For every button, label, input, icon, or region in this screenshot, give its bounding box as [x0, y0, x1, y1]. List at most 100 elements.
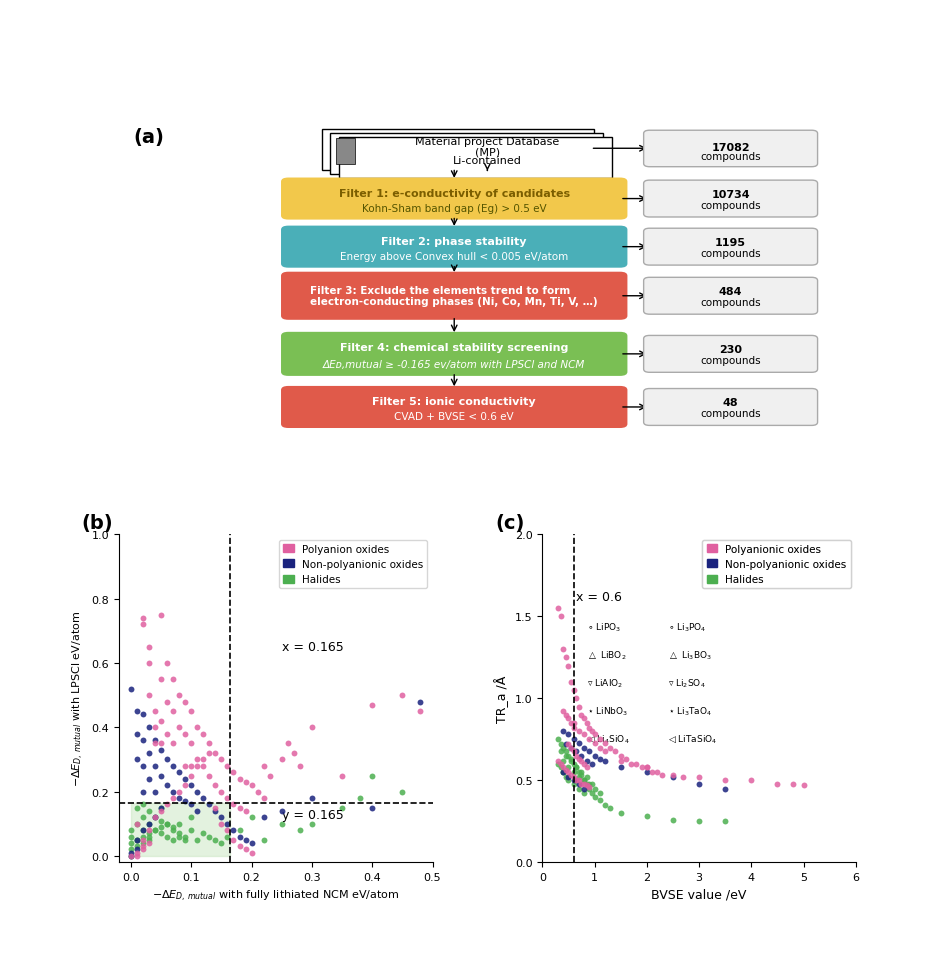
Point	[171, 765, 186, 780]
Point	[171, 816, 186, 831]
Point	[129, 800, 145, 816]
Point	[171, 784, 186, 799]
Point	[335, 768, 350, 784]
Point	[286, 745, 301, 761]
Point	[189, 832, 204, 848]
Point	[153, 713, 168, 729]
Point	[238, 842, 253, 858]
Point	[135, 828, 150, 844]
Point	[573, 765, 589, 780]
Point	[555, 765, 571, 780]
Point	[563, 674, 578, 690]
Point	[256, 791, 271, 806]
Point	[572, 765, 587, 780]
Text: Filter 3: Exclude the elements trend to form
electron-conducting phases (Ni, Co,: Filter 3: Exclude the elements trend to …	[310, 285, 598, 307]
Point	[189, 759, 204, 774]
Point	[566, 743, 581, 759]
Point	[364, 768, 379, 784]
Point	[413, 703, 428, 719]
Point	[135, 823, 150, 838]
Point	[244, 835, 260, 851]
Point	[147, 810, 163, 826]
Text: 17082: 17082	[711, 142, 750, 152]
Point	[207, 777, 223, 793]
Point	[551, 732, 566, 747]
Point	[147, 759, 163, 774]
Point	[572, 781, 587, 797]
Point	[184, 703, 199, 719]
Point	[220, 759, 235, 774]
Text: Filter 5: ionic conductivity: Filter 5: ionic conductivity	[373, 396, 536, 407]
Point	[153, 813, 168, 828]
Point	[250, 784, 265, 799]
Point	[225, 765, 241, 780]
Point	[184, 777, 199, 793]
Point	[666, 769, 681, 785]
FancyBboxPatch shape	[321, 130, 594, 171]
Point	[160, 726, 175, 741]
Point	[563, 753, 578, 768]
Point	[165, 823, 181, 838]
Point	[634, 760, 650, 775]
Point	[584, 724, 599, 739]
Point	[304, 791, 320, 806]
Point	[569, 691, 584, 706]
Point	[566, 732, 581, 747]
Point	[202, 735, 217, 751]
Point	[135, 707, 150, 723]
Legend: Polyanion oxides, Non-polyanionic oxides, Halides: Polyanion oxides, Non-polyanionic oxides…	[279, 540, 427, 589]
Point	[178, 694, 193, 709]
Point	[129, 752, 145, 767]
Point	[135, 835, 150, 851]
Point	[364, 800, 379, 816]
Point	[184, 735, 199, 751]
FancyBboxPatch shape	[281, 178, 628, 220]
Point	[124, 835, 139, 851]
Point	[650, 765, 665, 780]
Point	[135, 784, 150, 799]
Y-axis label: TR_a /Å: TR_a /Å	[495, 675, 509, 722]
Point	[555, 760, 571, 775]
FancyBboxPatch shape	[644, 336, 818, 373]
Point	[178, 726, 193, 741]
Point	[124, 845, 139, 860]
Point	[165, 759, 181, 774]
Point	[160, 816, 175, 831]
Point	[691, 769, 707, 785]
Point	[262, 768, 278, 784]
Point	[584, 776, 599, 792]
Point	[576, 710, 592, 726]
Text: $\star$ LiNbO$_3$: $\star$ LiNbO$_3$	[587, 704, 628, 717]
Point	[603, 800, 618, 816]
Point	[576, 727, 592, 742]
Point	[561, 760, 576, 775]
Point	[576, 772, 592, 788]
Point	[189, 784, 204, 799]
Point	[582, 732, 597, 747]
Point	[153, 742, 168, 758]
Point	[572, 769, 587, 785]
FancyBboxPatch shape	[644, 181, 818, 218]
Point	[142, 745, 157, 761]
Point	[225, 832, 241, 848]
Point	[613, 805, 629, 821]
Point	[135, 733, 150, 748]
Point	[142, 803, 157, 819]
Point	[558, 769, 573, 785]
Point	[171, 826, 186, 841]
Point	[129, 832, 145, 848]
Text: 484: 484	[719, 287, 743, 297]
Point	[184, 810, 199, 826]
Point	[566, 769, 581, 785]
Point	[153, 672, 168, 687]
Point	[135, 759, 150, 774]
Point	[572, 699, 587, 714]
Point	[129, 703, 145, 719]
Point	[178, 794, 193, 809]
Text: $\circ$ LiPO$_3$: $\circ$ LiPO$_3$	[587, 621, 621, 634]
FancyBboxPatch shape	[644, 390, 818, 426]
Point	[184, 768, 199, 784]
Point	[569, 760, 584, 775]
Point	[160, 828, 175, 844]
FancyBboxPatch shape	[644, 131, 818, 168]
